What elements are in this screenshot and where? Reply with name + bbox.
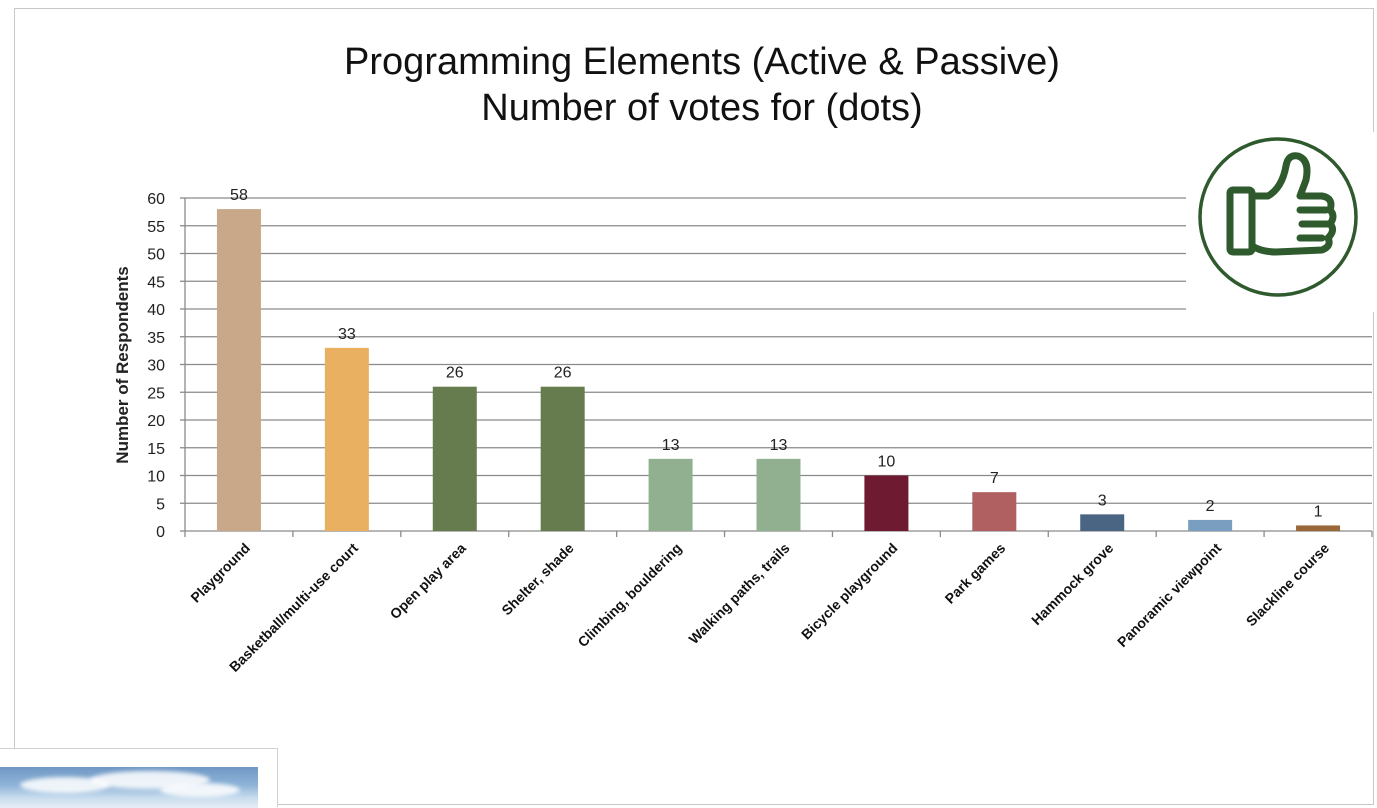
y-tick-label: 50	[147, 247, 165, 264]
category-label: Hammock grove	[1028, 540, 1116, 628]
y-tick-label: 60	[147, 191, 165, 208]
data-label: 2	[1206, 498, 1215, 515]
thumbs-up-icon	[1198, 137, 1358, 297]
category-label: Slackline course	[1243, 540, 1333, 630]
category-label: Playground	[187, 540, 253, 606]
y-tick-label: 35	[147, 330, 165, 347]
data-label: 33	[338, 326, 356, 343]
category-label: Park games	[942, 540, 1009, 607]
y-tick-label: 30	[147, 358, 165, 375]
bar	[864, 475, 909, 531]
photo-thumbnail-card	[0, 748, 278, 808]
y-tick-label: 45	[147, 274, 165, 291]
category-label: Walking paths, trails	[685, 540, 792, 647]
axes: 0 5 10 15 20 25 30 35 40 45 50 55 60	[147, 191, 1373, 541]
sky-photo	[0, 767, 258, 808]
gridlines	[185, 197, 1372, 504]
y-tick-label: 15	[147, 441, 165, 458]
category-label: Bicycle playground	[798, 540, 901, 643]
data-label: 26	[554, 365, 572, 382]
y-tick-label: 40	[147, 302, 165, 319]
y-tick-label: 5	[156, 496, 165, 513]
bar	[648, 458, 693, 531]
y-tick-label: 25	[147, 385, 165, 402]
data-label: 10	[878, 454, 896, 471]
bar	[1296, 525, 1341, 531]
category-label: Basketball/multi-use court	[226, 540, 361, 675]
thumbs-up-badge	[1186, 132, 1376, 312]
data-label: 3	[1098, 492, 1107, 509]
category-label: Open play area	[387, 540, 469, 622]
bars	[216, 209, 1341, 531]
data-label: 13	[662, 437, 680, 454]
data-label: 13	[770, 437, 788, 454]
category-label: Shelter, shade	[498, 540, 577, 619]
data-label: 1	[1314, 503, 1323, 520]
data-label: 7	[990, 470, 999, 487]
y-tick-label: 0	[156, 524, 165, 541]
data-labels: 58 33 26 26 13 13 10 7 3 2 1	[230, 187, 1323, 520]
y-tick-label: 10	[147, 469, 165, 486]
category-label: Panoramic viewpoint	[1114, 540, 1225, 651]
bar	[1080, 514, 1125, 531]
bar	[540, 386, 585, 531]
category-label: Climbing, bouldering	[574, 540, 684, 650]
data-label: 58	[230, 187, 248, 204]
bar	[972, 492, 1017, 531]
chart-title-line-1: Programming Elements (Active & Passive)	[344, 41, 1060, 83]
y-tick-label: 20	[147, 413, 165, 430]
y-axis-label: Number of Respondents	[113, 266, 132, 463]
bar	[324, 347, 369, 531]
bar	[432, 386, 477, 531]
data-label: 26	[446, 365, 464, 382]
bar	[216, 209, 261, 531]
bar	[756, 458, 801, 531]
bar	[1188, 519, 1233, 531]
chart-title-line-2: Number of votes for (dots)	[481, 87, 922, 129]
y-tick-label: 55	[147, 219, 165, 236]
